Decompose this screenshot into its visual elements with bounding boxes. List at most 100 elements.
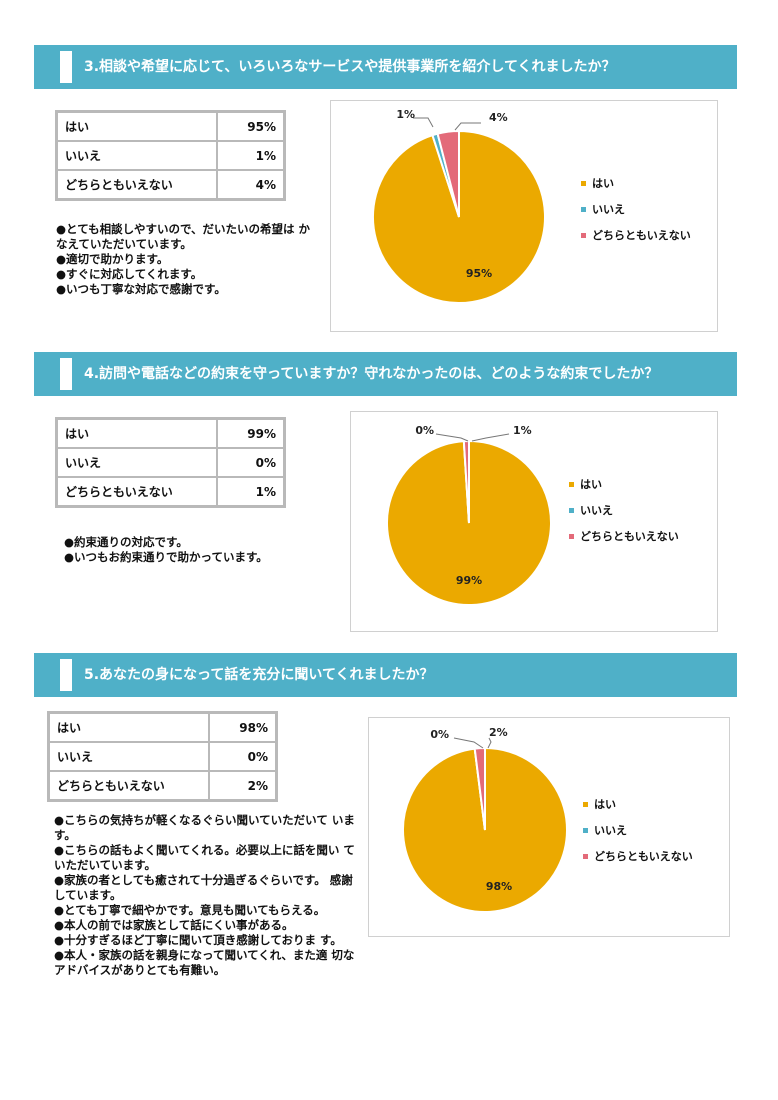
- answer-value: 0%: [209, 742, 276, 771]
- pie-slice-neither: [462, 439, 470, 524]
- leader-line: [471, 433, 510, 442]
- answer-value: 98%: [209, 713, 276, 742]
- table-row: どちらともいえない 2%: [49, 771, 276, 800]
- answer-label: どちらともいえない: [57, 170, 217, 199]
- comment-item: ●すぐに対応してくれます。: [56, 267, 203, 281]
- legend-swatch: [569, 482, 574, 487]
- comment-list: ●約束通りの対応です。 ●いつもお約束通りで助かっています。: [50, 535, 330, 565]
- answer-label: はい: [57, 419, 217, 448]
- legend-label: いいえ: [580, 504, 613, 517]
- leader-line: [435, 433, 469, 442]
- legend-label: いいえ: [592, 203, 625, 216]
- legend-item: どちらともいえない: [583, 844, 693, 870]
- legend-item: いいえ: [583, 818, 693, 844]
- answer-value: 95%: [217, 112, 284, 141]
- comment-item: ●こちらの気持ちが軽くなるぐらい聞いていただいて います。: [54, 813, 355, 842]
- table-row: いいえ 1%: [57, 141, 284, 170]
- answer-label: はい: [49, 713, 209, 742]
- legend-item: いいえ: [581, 197, 691, 223]
- response-table: はい 98% いいえ 0% どちらともいえない 2%: [47, 711, 278, 802]
- data-label: 1%: [396, 108, 415, 121]
- answer-label: いいえ: [57, 141, 217, 170]
- data-label: 0%: [430, 728, 449, 741]
- comment-item: ●こちらの話もよく聞いてくれる。必要以上に話を聞い ていただいています。: [54, 843, 355, 872]
- legend-swatch: [583, 854, 588, 859]
- pie-chart-box: 98% 0% 2% はい いいえ どちらともいえない: [368, 717, 730, 937]
- comment-item: ●十分すぎるほど丁寧に聞いて頂き感謝しておりま す。: [54, 933, 342, 947]
- answer-label: いいえ: [49, 742, 209, 771]
- answer-label: どちらともいえない: [57, 477, 217, 506]
- section-header: 5.あなたの身になって話を充分に聞いてくれましたか？: [34, 653, 737, 697]
- table-row: いいえ 0%: [57, 448, 284, 477]
- comment-item: ●とても相談しやすいので、だいたいの希望は かなえていただいています。: [56, 222, 311, 251]
- table-row: どちらともいえない 1%: [57, 477, 284, 506]
- data-label: 98%: [486, 880, 512, 893]
- pie-chart-box: 99% 0% 1% はい いいえ どちらともいえない: [350, 411, 718, 632]
- leader-line: [413, 117, 434, 128]
- section-header: 4.訪問や電話などの約束を守っていますか？守れなかったのは、どのような約束でした…: [34, 352, 737, 396]
- legend-label: どちらともいえない: [594, 850, 693, 863]
- data-label: 2%: [489, 726, 508, 739]
- section-title: 5.あなたの身になって話を充分に聞いてくれましたか？: [84, 667, 434, 683]
- legend-label: どちらともいえない: [580, 530, 679, 543]
- answer-value: 1%: [217, 141, 284, 170]
- data-label: 95%: [466, 267, 492, 280]
- comment-list: ●こちらの気持ちが軽くなるぐらい聞いていただいて います。 ●こちらの話もよく聞…: [40, 813, 358, 978]
- legend-swatch: [581, 181, 586, 186]
- pie-chart: 95% 1% 4%: [372, 108, 546, 304]
- data-label: 1%: [513, 424, 532, 437]
- header-accent-bar: [60, 659, 72, 691]
- pie-slice-neither: [473, 746, 486, 831]
- answer-label: いいえ: [57, 448, 217, 477]
- comment-item: ●約束通りの対応です。: [64, 535, 188, 549]
- comment-item: ●本人・家族の話を親身になって聞いてくれ、また適 切なアドバイスがありとても有難…: [54, 948, 355, 977]
- pie-chart-box: 95% 1% 4% はい いいえ どちらともいえない: [330, 100, 718, 332]
- comment-item: ●とても丁寧で細やかです。意見も聞いてもらえる。: [54, 903, 326, 917]
- legend-swatch: [583, 828, 588, 833]
- answer-label: はい: [57, 112, 217, 141]
- data-label: 4%: [489, 111, 508, 124]
- legend-item: どちらともいえない: [581, 223, 691, 249]
- table-row: どちらともいえない 4%: [57, 170, 284, 199]
- answer-value: 0%: [217, 448, 284, 477]
- legend-swatch: [569, 534, 574, 539]
- comment-item: ●本人の前では家族として話にくい事がある。: [54, 918, 294, 932]
- table-row: はい 99%: [57, 419, 284, 448]
- answer-value: 1%: [217, 477, 284, 506]
- header-accent-bar: [60, 358, 72, 390]
- legend-item: どちらともいえない: [569, 524, 679, 550]
- legend-label: はい: [594, 798, 616, 811]
- comment-item: ●いつもお約束通りで助かっています。: [64, 550, 268, 564]
- leader-line: [487, 737, 492, 749]
- legend-label: いいえ: [594, 824, 627, 837]
- pie-chart: 98% 0% 2%: [402, 726, 568, 913]
- leader-line: [453, 737, 484, 749]
- legend-item: はい: [569, 472, 679, 498]
- comment-item: ●適切で助かります。: [56, 252, 169, 266]
- legend-item: はい: [581, 171, 691, 197]
- answer-value: 99%: [217, 419, 284, 448]
- legend-label: はい: [592, 177, 614, 190]
- table-row: はい 95%: [57, 112, 284, 141]
- answer-value: 4%: [217, 170, 284, 199]
- comment-item: ●家族の者としても癒されて十分過ぎるぐらいです。 感謝しています。: [54, 873, 353, 902]
- legend-label: どちらともいえない: [592, 229, 691, 242]
- response-table: はい 99% いいえ 0% どちらともいえない 1%: [55, 417, 286, 508]
- header-accent-bar: [60, 51, 72, 83]
- chart-legend: はい いいえ どちらともいえない: [583, 792, 693, 870]
- data-label: 0%: [415, 424, 434, 437]
- table-row: はい 98%: [49, 713, 276, 742]
- legend-swatch: [581, 233, 586, 238]
- data-label: 99%: [456, 574, 482, 587]
- comment-list: ●とても相談しやすいので、だいたいの希望は かなえていただいています。 ●適切で…: [42, 222, 314, 297]
- chart-legend: はい いいえ どちらともいえない: [569, 472, 679, 550]
- response-table: はい 95% いいえ 1% どちらともいえない 4%: [55, 110, 286, 201]
- table-row: いいえ 0%: [49, 742, 276, 771]
- legend-label: はい: [580, 478, 602, 491]
- legend-swatch: [581, 207, 586, 212]
- legend-item: いいえ: [569, 498, 679, 524]
- chart-legend: はい いいえ どちらともいえない: [581, 171, 691, 249]
- legend-swatch: [569, 508, 574, 513]
- legend-swatch: [583, 802, 588, 807]
- pie-slice-neither: [436, 129, 460, 218]
